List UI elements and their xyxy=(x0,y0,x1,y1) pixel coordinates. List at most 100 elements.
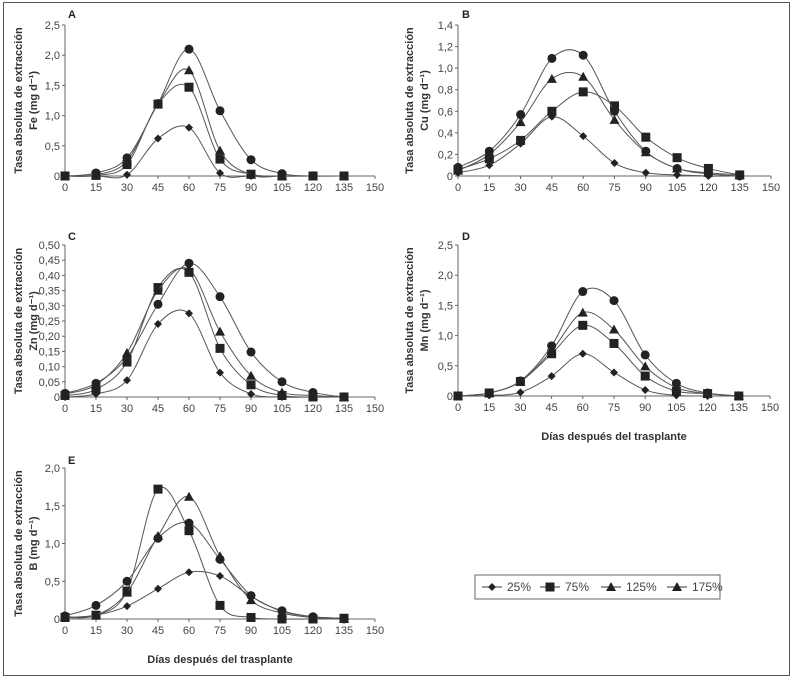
data-point xyxy=(640,361,651,371)
data-point xyxy=(277,377,287,387)
x-tick-label: 15 xyxy=(90,625,102,637)
series-line xyxy=(64,48,345,177)
legend-label: 175% xyxy=(692,580,723,594)
data-point xyxy=(735,171,745,181)
data-point xyxy=(246,169,256,179)
data-point xyxy=(277,606,287,616)
legend-marker-icon xyxy=(488,583,496,591)
data-point xyxy=(546,73,557,83)
x-tick-label: 0 xyxy=(62,182,68,194)
data-point xyxy=(60,171,70,181)
x-tick-label: 120 xyxy=(304,182,322,194)
data-point xyxy=(339,171,349,181)
data-point xyxy=(91,610,101,620)
data-point xyxy=(641,146,651,156)
x-tick-label: 135 xyxy=(335,403,353,415)
y-tick-label: 0,25 xyxy=(39,316,60,328)
x-tick-label: 75 xyxy=(608,402,620,414)
panel-label: A xyxy=(68,9,76,21)
data-point xyxy=(579,132,588,141)
legend-label: 125% xyxy=(626,580,657,594)
data-point xyxy=(184,258,194,268)
data-point xyxy=(184,518,194,528)
y-tick-label: 0,50 xyxy=(39,240,60,252)
y-tick-label: 0 xyxy=(447,391,453,403)
data-point xyxy=(609,114,620,124)
data-point xyxy=(215,326,225,336)
x-tick-label: 135 xyxy=(731,182,749,194)
series-line xyxy=(64,267,345,398)
y-tick-label: 0,20 xyxy=(39,331,60,343)
data-point xyxy=(215,154,225,164)
y-axis-unit: Zn (mg d⁻¹) xyxy=(28,291,40,351)
y-axis-title: Tasa absoluta de extracción xyxy=(13,27,25,174)
data-point xyxy=(516,135,526,145)
series-line xyxy=(457,287,739,397)
data-point xyxy=(91,384,101,394)
series-175pct xyxy=(453,49,745,181)
data-point xyxy=(515,117,526,127)
y-tick-label: 0,4 xyxy=(438,128,453,140)
series-line xyxy=(457,49,740,177)
y-axis-title: Tasa absoluta de extracción xyxy=(13,247,25,394)
x-tick-label: 135 xyxy=(335,182,353,194)
data-point xyxy=(246,347,256,357)
panel-label: D xyxy=(462,231,470,243)
data-point xyxy=(184,491,194,501)
data-point xyxy=(185,309,193,318)
series-line xyxy=(64,309,344,398)
series-75pct xyxy=(60,267,349,402)
x-tick-label: 135 xyxy=(730,402,748,414)
y-tick-label: 1,5 xyxy=(45,80,60,92)
data-point xyxy=(216,368,224,377)
x-tick-label: 45 xyxy=(152,403,164,415)
panel-d: 0 0,5 1,0 1,5 2,0 2,5 0 15 30 45 60 75 90 105 120 135 15… xyxy=(404,231,779,443)
x-tick-label: 60 xyxy=(577,402,589,414)
data-point xyxy=(578,87,588,97)
data-point xyxy=(339,614,349,624)
data-point xyxy=(610,159,619,168)
x-axis-title: Días después del trasplante xyxy=(147,654,293,666)
data-point xyxy=(277,169,287,179)
data-point xyxy=(516,388,525,397)
data-point xyxy=(153,285,163,295)
y-axis-title: Tasa absoluta de extracción xyxy=(404,27,416,174)
x-tick-label: 105 xyxy=(668,182,686,194)
x-tick-label: 60 xyxy=(183,182,195,194)
series-line xyxy=(64,496,345,620)
x-tick-label: 90 xyxy=(639,402,651,414)
data-point xyxy=(153,484,163,494)
panel-a: 0 0,5 1,0 1,5 2,0 2,5 0 15 30 45 60 75 90 105 120 135 15… xyxy=(13,9,384,194)
data-point xyxy=(453,162,463,172)
series-175pct xyxy=(60,258,349,402)
data-point xyxy=(484,154,494,164)
series-25pct xyxy=(61,123,348,180)
data-point xyxy=(246,591,256,601)
x-tick-label: 15 xyxy=(483,402,495,414)
data-point xyxy=(484,388,494,398)
y-axis-unit: Mn (mg d⁻¹) xyxy=(419,289,431,351)
x-tick-label: 15 xyxy=(90,403,102,415)
series-125pct xyxy=(453,307,744,400)
data-point xyxy=(184,44,194,54)
y-tick-label: 0 xyxy=(447,171,453,183)
data-point xyxy=(123,602,131,611)
x-tick-label: 105 xyxy=(667,402,685,414)
x-tick-label: 45 xyxy=(152,182,164,194)
data-point xyxy=(308,612,318,622)
data-point xyxy=(215,600,225,610)
x-tick-label: 120 xyxy=(698,402,716,414)
data-point xyxy=(484,146,494,156)
data-point xyxy=(215,106,225,116)
series-25pct xyxy=(454,112,744,180)
y-axis-unit: Fe (mg d⁻¹) xyxy=(28,71,40,130)
x-tick-label: 0 xyxy=(455,182,461,194)
data-point xyxy=(610,368,618,377)
data-point xyxy=(547,106,557,116)
data-point xyxy=(672,163,682,173)
x-tick-label: 105 xyxy=(273,625,291,637)
data-point xyxy=(672,153,682,163)
data-point xyxy=(215,343,225,353)
data-point xyxy=(308,387,318,397)
data-point xyxy=(153,99,163,109)
